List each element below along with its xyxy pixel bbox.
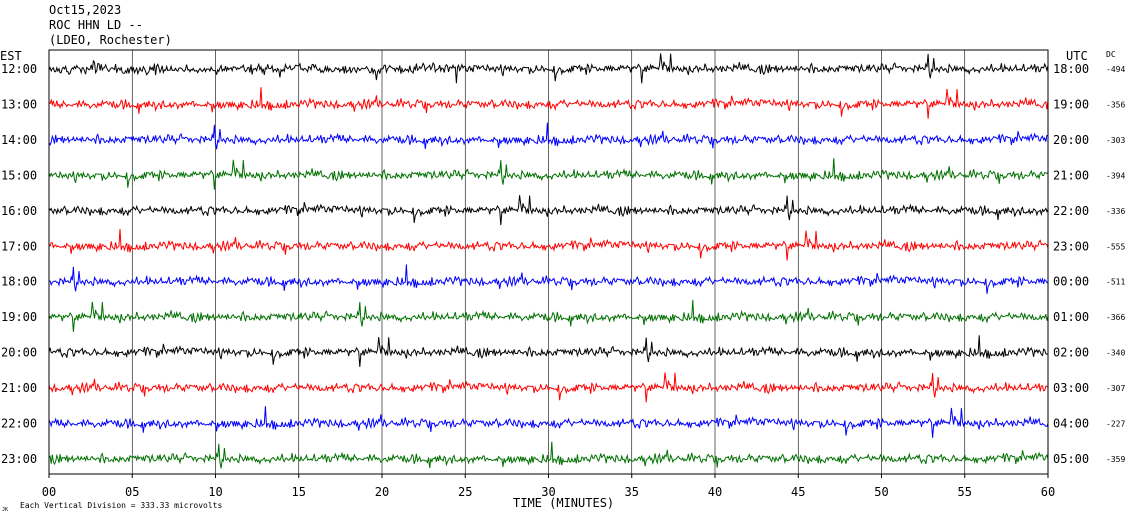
trace-line — [48, 228, 1049, 261]
dc-offset-label: -356 — [1106, 100, 1125, 109]
time-gridlines — [48, 50, 1049, 478]
trace-line — [48, 372, 1049, 403]
utc-row-label: 19:00 — [1053, 97, 1089, 111]
trace-line — [48, 299, 1049, 332]
est-axis-label: EST — [0, 49, 22, 63]
utc-row-label: 01:00 — [1053, 310, 1089, 324]
utc-row-label: 05:00 — [1053, 452, 1089, 466]
trace-line — [48, 264, 1049, 294]
dc-offset-label: -366 — [1106, 313, 1125, 322]
est-row-label: 20:00 — [1, 346, 37, 360]
est-row-label: 21:00 — [1, 381, 37, 395]
utc-row-label: 22:00 — [1053, 204, 1089, 218]
est-row-label: 18:00 — [1, 275, 37, 289]
utc-row-label: 03:00 — [1053, 381, 1089, 395]
dc-offset-label: -359 — [1106, 455, 1125, 464]
trace-line — [48, 441, 1049, 469]
dc-offset-label: -511 — [1106, 278, 1125, 287]
est-row-label: 17:00 — [1, 239, 37, 253]
est-row-label: 22:00 — [1, 417, 37, 431]
x-tick-label: 55 — [958, 485, 972, 499]
dc-offset-label: -494 — [1106, 65, 1125, 74]
trace-line — [48, 122, 1049, 150]
scale-note: Each Vertical Division = 333.33 microvol… — [20, 501, 222, 510]
trace-line — [48, 195, 1049, 226]
dc-offset-label: -307 — [1106, 384, 1125, 393]
dc-offset-label: -394 — [1106, 171, 1125, 180]
trace-line — [48, 53, 1049, 84]
x-tick-label: 10 — [208, 485, 222, 499]
est-row-label: 23:00 — [1, 452, 37, 466]
corner-mark: JK — [2, 507, 8, 513]
x-tick-label: 50 — [874, 485, 888, 499]
trace-line — [48, 335, 1049, 367]
dc-column-label: DC — [1106, 50, 1116, 59]
chart-location: (LDEO, Rochester) — [49, 33, 172, 47]
x-tick-label: 60 — [1041, 485, 1055, 499]
utc-row-label: 02:00 — [1053, 346, 1089, 360]
x-tick-label: 40 — [708, 485, 722, 499]
dc-offset-label: -336 — [1106, 207, 1125, 216]
dc-offset-label: -303 — [1106, 136, 1125, 145]
axis-labels: 00 05 10 15 20 25 30 35 40 45 50 55 60 12:00 18:00 -494… — [1, 62, 1125, 499]
est-row-label: 15:00 — [1, 168, 37, 182]
est-row-label: 14:00 — [1, 133, 37, 147]
x-tick-label: 05 — [125, 485, 139, 499]
chart-station: ROC HHN LD -- — [49, 18, 143, 32]
x-tick-label: 25 — [458, 485, 472, 499]
utc-row-label: 20:00 — [1053, 133, 1089, 147]
est-row-label: 19:00 — [1, 310, 37, 324]
utc-row-label: 18:00 — [1053, 62, 1089, 76]
utc-row-label: 04:00 — [1053, 417, 1089, 431]
est-row-label: 16:00 — [1, 204, 37, 218]
x-tick-label: 45 — [791, 485, 805, 499]
chart-date: Oct15,2023 — [49, 3, 122, 17]
x-tick-label: 15 — [292, 485, 306, 499]
dc-offset-label: -555 — [1106, 242, 1125, 251]
x-axis-title: TIME (MINUTES) — [513, 496, 614, 510]
x-tick-label: 20 — [375, 485, 389, 499]
dc-offset-label: -227 — [1106, 420, 1125, 429]
trace-line — [48, 158, 1049, 190]
trace-line — [48, 87, 1049, 119]
trace-line — [48, 406, 1049, 438]
x-tick-label: 35 — [625, 485, 639, 499]
utc-row-label: 00:00 — [1053, 275, 1089, 289]
x-tick-label: 30 — [541, 485, 555, 499]
utc-row-label: 23:00 — [1053, 239, 1089, 253]
plot-frame — [48, 49, 1049, 475]
x-tick-label: 00 — [42, 485, 56, 499]
utc-row-label: 21:00 — [1053, 168, 1089, 182]
est-row-label: 13:00 — [1, 97, 37, 111]
utc-axis-label: UTC — [1066, 49, 1088, 63]
dc-offset-label: -340 — [1106, 349, 1125, 358]
est-row-label: 12:00 — [1, 62, 37, 76]
seismic-traces — [48, 53, 1049, 469]
